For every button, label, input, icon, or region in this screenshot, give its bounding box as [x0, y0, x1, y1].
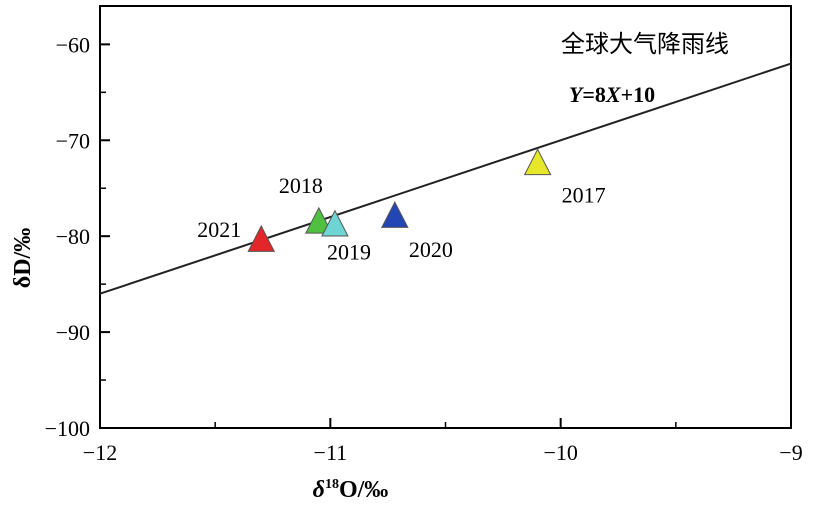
- point-label-2020: 2020: [409, 237, 453, 262]
- line-name-annotation: 全球大气降雨线: [561, 30, 729, 58]
- y-tick-label: −90: [56, 320, 90, 345]
- y-axis-title: δD/‰: [10, 228, 36, 288]
- x-axis-title: δ18O/‰: [313, 477, 389, 503]
- x-tick-label: −9: [779, 440, 802, 465]
- data-points: 2017 2018 2019 2020 2021: [197, 148, 606, 265]
- point-label-2019: 2019: [327, 240, 371, 265]
- x-axis: −12 −11 −10 −9: [83, 418, 803, 465]
- x-tick-label: −10: [543, 440, 577, 465]
- point-2021: [247, 224, 276, 252]
- point-2020: [381, 200, 409, 228]
- point-2019: [321, 209, 349, 237]
- gmwl-line: [99, 62, 792, 295]
- y-tick-label: −80: [56, 224, 90, 249]
- point-label-2021: 2021: [197, 217, 241, 242]
- point-label-2017: 2017: [562, 182, 606, 207]
- x-tick-label: −11: [314, 440, 348, 465]
- x-tick-label: −12: [83, 440, 117, 465]
- point-label-2018: 2018: [279, 173, 323, 198]
- point-2017: [523, 148, 552, 176]
- y-tick-label: −100: [45, 416, 90, 441]
- line-equation-annotation: Y=8X+10: [569, 82, 655, 107]
- y-tick-label: −60: [56, 32, 90, 57]
- y-tick-label: −70: [56, 128, 90, 153]
- point-2018: [304, 206, 333, 234]
- y-axis: −100 −90 −80 −70 −60: [45, 32, 110, 441]
